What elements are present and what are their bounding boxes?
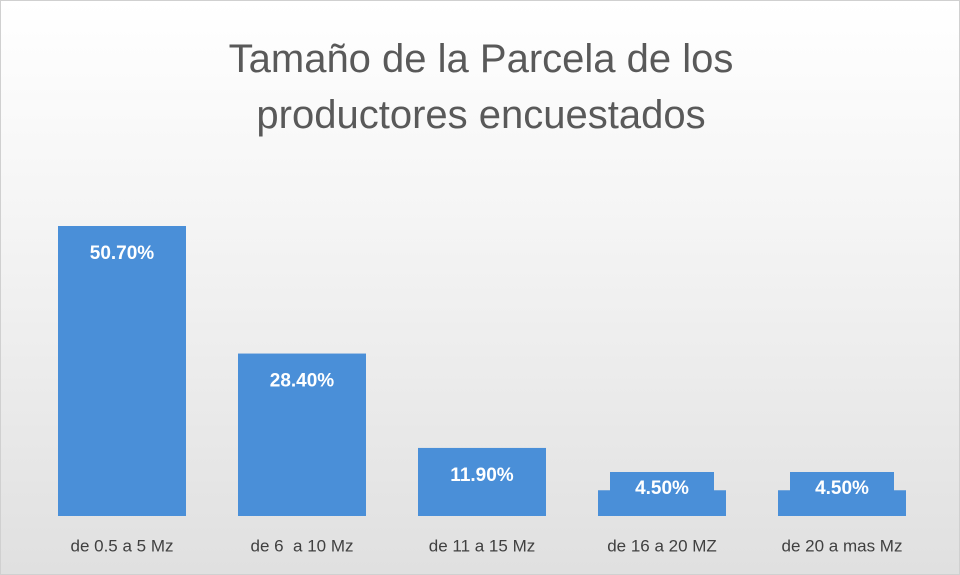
x-tick-label: de 0.5 a 5 Mz	[70, 536, 173, 555]
x-tick-label: de 11 a 15 Mz	[429, 536, 535, 555]
data-label: 28.40%	[270, 371, 335, 392]
bar	[58, 226, 186, 516]
data-label: 4.50%	[815, 478, 869, 499]
x-tick-label: de 16 a 20 MZ	[607, 536, 717, 555]
x-tick-label: de 6 a 10 Mz	[250, 536, 353, 555]
x-tick-label: de 20 a mas Mz	[782, 536, 903, 555]
chart-title: Tamaño de la Parcela de los productores …	[228, 37, 734, 137]
data-label: 11.90%	[450, 465, 513, 486]
data-label-box	[610, 472, 714, 506]
data-label: 4.50%	[635, 478, 689, 499]
bar	[418, 447, 546, 516]
bar	[238, 353, 366, 516]
data-label: 50.70%	[90, 243, 155, 264]
data-label-box	[790, 472, 894, 506]
